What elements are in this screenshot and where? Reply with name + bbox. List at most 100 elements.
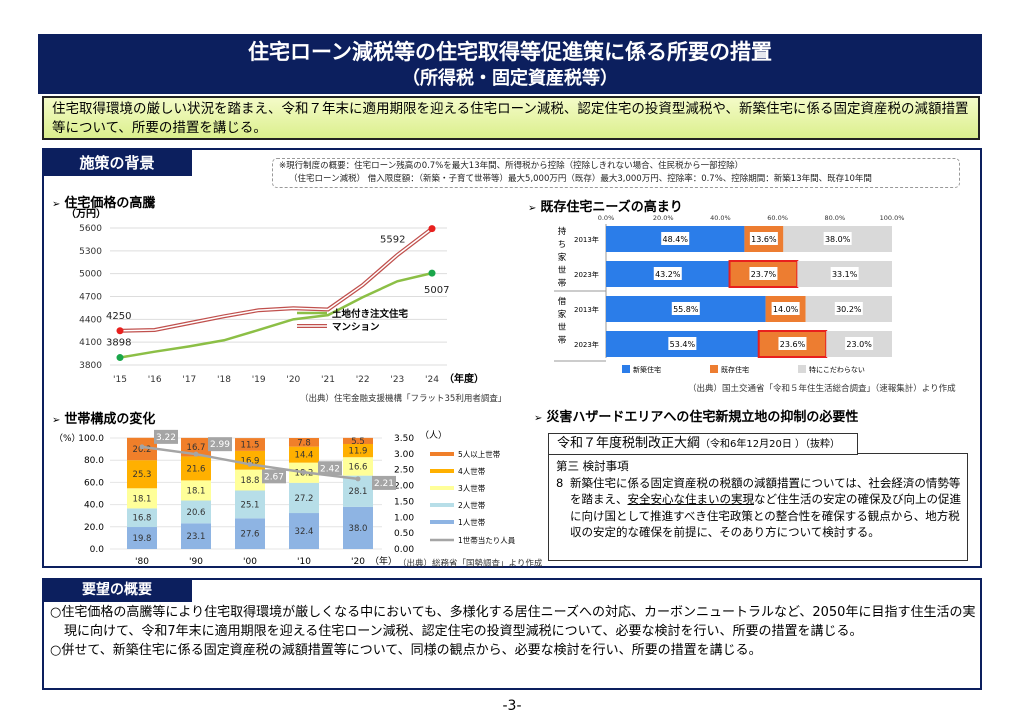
legend-label: 1人世帯	[458, 517, 486, 527]
y-axis-label: （%）	[54, 433, 81, 444]
x-tick-label: '16	[148, 375, 162, 385]
y2-tick-label: 1.50	[394, 497, 414, 507]
x-axis-label: （年度）	[444, 372, 484, 385]
data-label: 30.2%	[836, 305, 862, 314]
data-point	[116, 354, 124, 362]
data-label-bg	[661, 232, 690, 245]
line-label-bg	[372, 475, 396, 490]
x-tick-label: '22	[356, 375, 370, 385]
y-tick-label: 4700	[79, 293, 102, 303]
x-tick-label: '18	[217, 375, 231, 385]
y-tick-label: 5000	[79, 270, 102, 280]
data-label-bg	[668, 337, 697, 350]
tax-outline-title-text: 令和７年度税制改正大綱	[557, 436, 701, 451]
x-tick-label: 0.0%	[598, 214, 615, 222]
data-label-bg	[653, 267, 682, 280]
legend-swatch	[430, 503, 454, 507]
data-label: 7.8	[297, 438, 311, 448]
series-line-custom-house	[119, 271, 433, 359]
data-label: 3898	[106, 338, 131, 349]
bar-segment	[289, 482, 319, 514]
x-tick-label: 20.0%	[653, 214, 674, 222]
tax-item: 8 新築住宅に係る固定資産税の税額の減額措置については、社会経済の情勢等を踏まえ…	[556, 475, 966, 541]
y2-tick-label: 3.50	[394, 434, 414, 444]
line-label-bg	[208, 437, 232, 452]
data-label-bg	[823, 232, 852, 245]
bar-segment	[127, 488, 157, 509]
data-label-bg	[834, 302, 863, 315]
arrow-icon: ➢	[52, 199, 61, 210]
bar-segment	[127, 508, 157, 528]
x-tick-label: 40.0%	[710, 214, 731, 222]
page-title-banner: 住宅ローン減税等の住宅取得等促進策に係る所要の措置 （所得税・固定資産税等）	[38, 34, 982, 94]
data-label-bg	[830, 267, 859, 280]
household-heading-text: 世帯構成の変化	[64, 412, 156, 427]
data-label: 53.4%	[670, 340, 696, 349]
y-axis-label: （万円）	[66, 207, 106, 220]
legend-swatch	[430, 520, 454, 524]
data-label: 25.1	[241, 500, 260, 510]
needs-heading-text: 既存住宅ニーズの高まり	[540, 200, 683, 215]
tax-item-text: 新築住宅に係る固定資産税の税額の減額措置については、社会経済の情勢等を踏まえ、安…	[570, 475, 966, 541]
hazard-heading-text: 災害ハザードエリアへの住宅新規立地の抑制の必要性	[546, 410, 859, 425]
line-point	[247, 461, 253, 467]
page-subtitle: （所得税・固定資産税等）	[402, 68, 618, 89]
arrow-icon: ➢	[534, 413, 543, 424]
series-line-mansion-inner	[119, 228, 433, 332]
bar-segment	[181, 523, 211, 549]
data-label-bg	[845, 337, 874, 350]
data-label: 19.8	[133, 534, 152, 544]
data-label: 27.2	[295, 494, 314, 504]
price-heading: ➢ 住宅価格の高騰	[52, 192, 155, 211]
x-tick-label: '23	[390, 375, 404, 385]
line-label: 2.99	[210, 440, 230, 450]
line-point	[301, 469, 307, 475]
y-tick-label: 60.0	[84, 478, 104, 488]
bar-segment	[127, 460, 157, 489]
y-tick-label: 5600	[79, 224, 102, 234]
x-tick-label: '17	[182, 375, 196, 385]
data-label: 27.6	[241, 530, 260, 540]
tax-section: 第三 検討事項	[556, 459, 629, 473]
legend-swatch	[430, 452, 454, 456]
tax-text-part: など住生活の安定の確保及び向上の促進に向け国として推進すべき住宅政策との整合性を…	[570, 492, 961, 539]
data-label: 18.1	[187, 486, 206, 496]
hazard-heading: ➢ 災害ハザードエリアへの住宅新規立地の抑制の必要性	[534, 406, 858, 425]
y-tick-label: 0.0	[90, 545, 105, 555]
legend-label: 1世帯当たり人員	[458, 535, 516, 545]
data-label: 25.3	[133, 470, 152, 480]
y-tick-label: 100.0	[78, 434, 104, 444]
data-label: 38.0%	[825, 235, 851, 244]
page-title: 住宅ローン減税等の住宅取得等促進策に係る所要の措置	[248, 40, 772, 64]
bar-segment	[235, 469, 265, 491]
data-label: 13.6%	[751, 235, 777, 244]
x-tick-label: '19	[252, 375, 266, 385]
request-tab: 要望の概要	[42, 578, 192, 602]
bar-segment	[289, 446, 319, 463]
group-label: 世	[558, 265, 567, 276]
line-label-bg	[318, 461, 342, 476]
request-item: ○住宅価格の高騰等により住宅取得環境が厳しくなる中においても、多様化する居住ニー…	[50, 605, 976, 639]
bar-segment	[181, 437, 211, 457]
data-label: 20.2	[133, 445, 152, 455]
y-tick-label: 40.0	[84, 501, 104, 511]
row-year-label: 2023年	[574, 340, 599, 349]
data-label: 18.1	[133, 494, 152, 504]
legend-label: 2人世帯	[458, 500, 486, 510]
data-label-bg	[671, 302, 700, 315]
data-label: 55.8%	[673, 305, 699, 314]
background-tab: 施策の背景	[42, 150, 192, 176]
group-label: 持	[558, 226, 567, 237]
data-label: 23.6%	[780, 340, 806, 349]
x-tick-label: '24	[425, 375, 439, 385]
group-label: 帯	[558, 335, 567, 346]
group-label: 家	[558, 252, 567, 263]
y2-tick-label: 3.00	[394, 450, 414, 460]
group-label: 帯	[558, 278, 567, 289]
page-number: -3-	[502, 698, 522, 714]
tax-outline-date: （令和6年12月20日 ）（抜粋）	[700, 439, 841, 450]
bar-segment	[343, 443, 373, 458]
bar-segment	[235, 438, 265, 451]
data-label: 32.4	[295, 527, 314, 537]
bar-segment	[181, 500, 211, 524]
